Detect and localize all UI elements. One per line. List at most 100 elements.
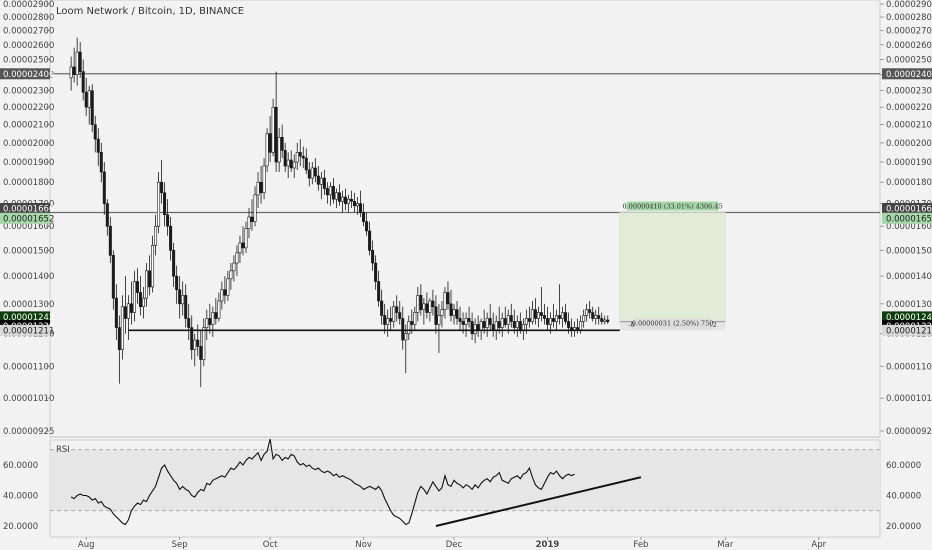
candle-body — [539, 312, 543, 316]
price-tick-label-left: 0.00002500 — [3, 55, 54, 65]
candle — [443, 286, 447, 319]
candle-body — [141, 297, 145, 308]
candle-body — [380, 300, 384, 316]
candle-body — [603, 319, 607, 322]
candle-body — [518, 321, 522, 331]
candle-body — [193, 339, 197, 350]
candle-body — [262, 165, 266, 194]
candle — [555, 309, 559, 331]
candle — [539, 286, 543, 322]
rsi-tick-label-left: 20.0000 — [3, 522, 38, 532]
candle — [253, 186, 257, 227]
candle-body — [389, 318, 393, 322]
candle-body — [69, 66, 73, 79]
candle — [238, 235, 242, 264]
candle — [310, 162, 314, 185]
candle — [160, 160, 164, 204]
candle-body — [277, 136, 281, 163]
price-tag-left: 0.00002406 — [3, 70, 54, 80]
candle — [301, 146, 305, 168]
candle-body — [292, 161, 296, 169]
candle — [141, 286, 145, 319]
candle — [154, 214, 158, 256]
candle — [328, 182, 332, 206]
candle-body — [401, 318, 405, 341]
candle-body — [316, 175, 320, 185]
candle-body — [283, 150, 287, 167]
candle — [274, 71, 278, 172]
candle — [455, 300, 459, 325]
candle — [542, 303, 546, 325]
candle — [295, 142, 299, 170]
candle — [190, 315, 194, 360]
candle-body — [268, 133, 272, 153]
time-tick-label: Dec — [446, 540, 463, 550]
candle — [87, 85, 91, 125]
price-tag-left: 0.00001652 — [3, 214, 54, 224]
candle-body — [365, 221, 369, 232]
position-stop-label-bg — [634, 318, 711, 328]
candle — [304, 148, 308, 175]
rsi-tick-label-right: 40.0000 — [886, 492, 921, 502]
candle — [307, 162, 311, 187]
candle — [214, 298, 218, 325]
candle — [292, 154, 296, 179]
candle-body — [524, 318, 528, 325]
candle-body — [229, 270, 233, 280]
candle-body — [253, 194, 257, 222]
candle-body — [135, 281, 139, 293]
candle-body — [359, 203, 363, 213]
candle-body — [428, 300, 432, 313]
candle — [413, 306, 417, 331]
candle-body — [102, 171, 106, 204]
candle-body — [223, 289, 227, 296]
candle — [585, 303, 589, 322]
time-axis[interactable]: Aug Sep Oct Nov Dec 2019 Feb Mar Apr — [78, 537, 827, 550]
price-tick-label-left: 0.00001300 — [3, 300, 54, 310]
candle — [96, 128, 100, 166]
candle-body — [551, 318, 555, 322]
chart-frame — [49, 0, 881, 538]
candle — [175, 265, 179, 304]
candle — [322, 169, 326, 195]
candle-body — [479, 321, 483, 331]
price-axis-right[interactable]: 0.00002900 0.00002800 0.00002700 0.00002600… — [880, 0, 932, 437]
candle-body — [497, 321, 501, 328]
candle — [594, 309, 598, 325]
candle-body — [431, 300, 435, 308]
candle — [286, 152, 290, 179]
chart-title: Loom Network / Bitcoin, 1D, BINANCE — [56, 6, 244, 17]
candle — [211, 306, 215, 337]
candle — [316, 165, 320, 191]
price-tag-right-bg — [882, 202, 932, 214]
long-position-tool[interactable]: 0.00000410 (33.01%) 4306.45-0.00000003 ~… — [619, 201, 726, 331]
candle — [488, 303, 492, 331]
candle-body — [256, 181, 260, 196]
price-axis-left[interactable]: 0.00002900 0.00002800 0.00002700 0.00002600… — [0, 0, 54, 437]
price-tag-left-bg — [0, 202, 50, 214]
candle-body — [199, 346, 203, 360]
candle — [440, 300, 444, 328]
price-tick-label-right: 0.00000925 — [886, 427, 932, 437]
position-profit-zone — [619, 212, 726, 323]
candle — [353, 192, 357, 213]
candle-body — [154, 225, 158, 246]
candle — [503, 306, 507, 328]
price-tick-label-right: 0.00002800 — [886, 13, 932, 23]
candle — [262, 158, 266, 200]
candle — [247, 208, 251, 239]
candle — [334, 188, 338, 209]
candle-body — [443, 292, 447, 310]
candle — [551, 303, 555, 328]
candle — [75, 37, 79, 86]
candle — [458, 306, 462, 331]
candle-body — [337, 192, 341, 202]
candle-body — [280, 136, 284, 151]
price-tag-right-bg — [882, 311, 932, 323]
candle-body — [226, 278, 230, 296]
candle — [422, 298, 426, 325]
rsi-tick-label-left: 40.0000 — [3, 492, 38, 502]
candle-body — [407, 321, 411, 335]
candle-body — [87, 90, 91, 108]
